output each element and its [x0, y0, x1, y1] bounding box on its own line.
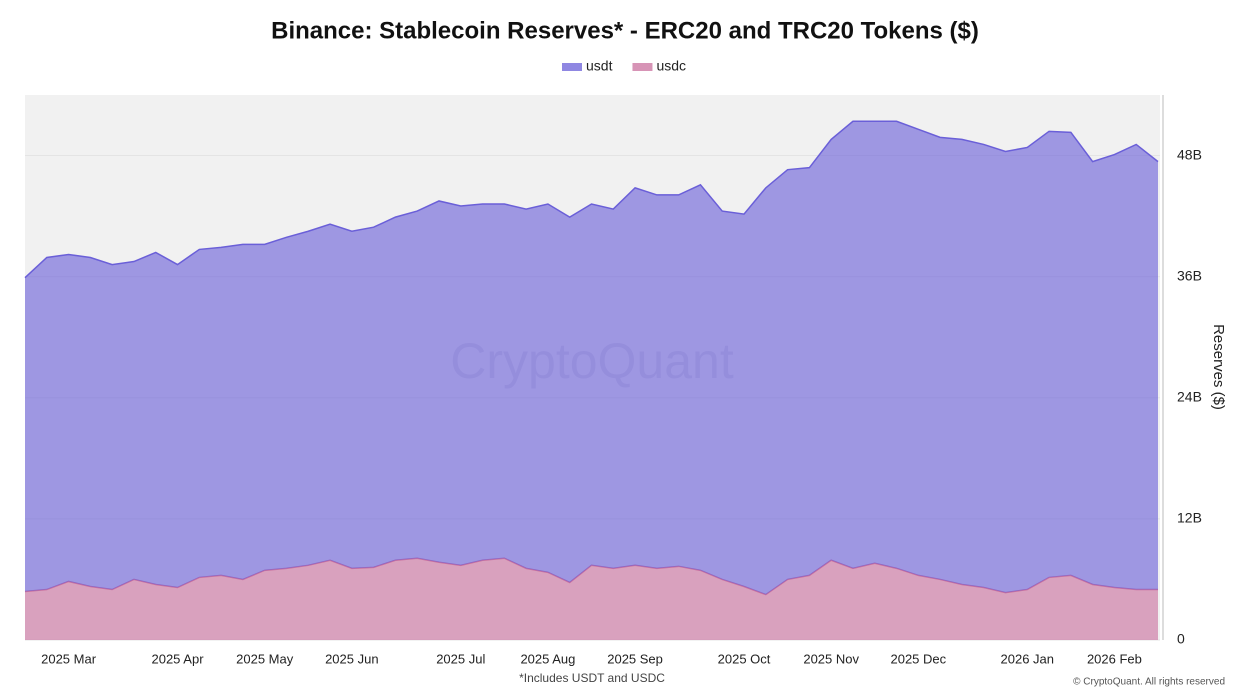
x-tick-label: 2025 Sep [607, 651, 663, 666]
footnote: *Includes USDT and USDC [519, 671, 665, 685]
x-tick-label: 2025 Jun [325, 651, 379, 666]
x-tick-label: 2025 Dec [890, 651, 946, 666]
chart-title: Binance: Stablecoin Reserves* - ERC20 an… [271, 17, 979, 44]
area [25, 121, 1158, 595]
x-tick-label: 2025 Aug [520, 651, 575, 666]
legend-label: usdt [586, 58, 613, 74]
area [25, 558, 1158, 640]
y-tick-label: 48B [1177, 146, 1202, 162]
legend-swatch [632, 63, 653, 71]
legend-swatch [562, 63, 582, 71]
y-tick-label: 12B [1177, 510, 1202, 526]
x-tick-label: 2025 Oct [718, 651, 771, 666]
x-tick-label: 2026 Feb [1087, 651, 1142, 666]
legend: usdt usdc [562, 58, 686, 74]
y-axis-label: Reserves ($) [1210, 324, 1227, 410]
y-tick-label: 0 [1177, 631, 1185, 647]
y-tick-label: 36B [1177, 267, 1202, 283]
x-tick-label: 2025 Jul [436, 651, 485, 666]
watermark: CryptoQuant [450, 333, 734, 389]
x-tick-label: 2026 Jan [1001, 651, 1055, 666]
y-tick-label: 24B [1177, 388, 1202, 404]
plot-layer [24, 120, 1160, 641]
area-line [24, 120, 1159, 279]
x-tick-label: 2025 Apr [151, 651, 204, 666]
x-tick-label: 2025 May [236, 651, 294, 666]
credit: © CryptoQuant. All rights reserved [1073, 677, 1225, 688]
legend-label: usdc [656, 58, 686, 74]
x-tick-label: 2025 Mar [41, 651, 97, 666]
x-tick-label: 2025 Nov [803, 651, 859, 666]
